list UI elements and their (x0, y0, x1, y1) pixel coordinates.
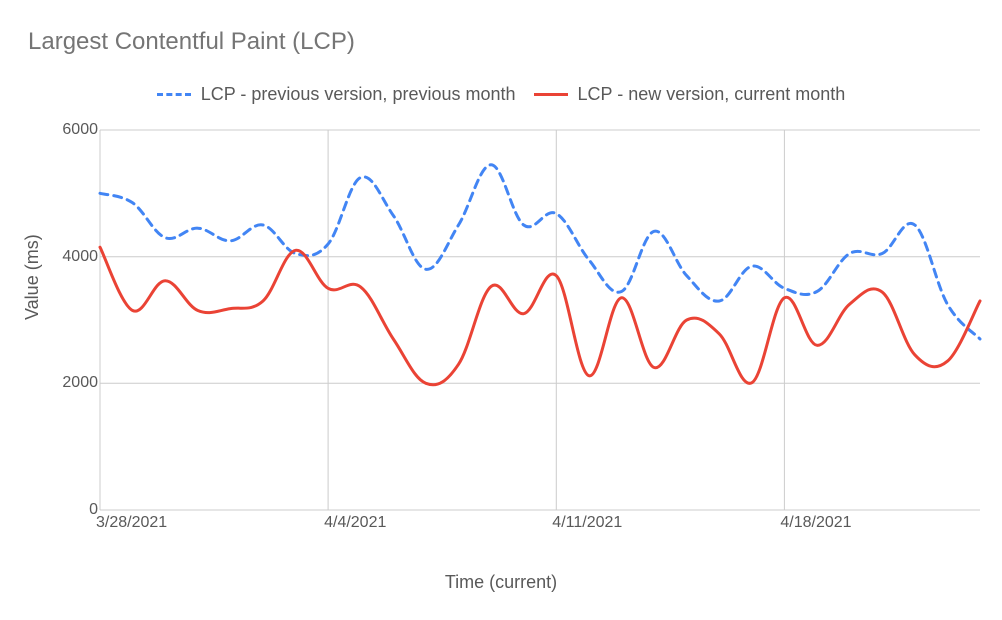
y-ticks: 6000 4000 2000 0 (50, 130, 98, 510)
chart-container: { "chart": { "type": "line", "title": "L… (0, 0, 1002, 620)
legend-swatch-current (534, 93, 568, 96)
legend-swatch-previous (157, 93, 191, 96)
y-tick-label: 0 (50, 501, 98, 519)
x-tick-label: 4/4/2021 (324, 514, 386, 532)
series-current-line (100, 247, 980, 385)
gridlines (100, 130, 980, 510)
x-ticks: 3/28/2021 4/4/2021 4/11/2021 4/18/2021 (100, 514, 980, 538)
series-previous-line (100, 165, 980, 339)
y-tick-label: 2000 (50, 374, 98, 392)
legend: LCP - previous version, previous month L… (0, 84, 1002, 105)
x-tick-label: 4/11/2021 (552, 514, 622, 532)
legend-item-previous: LCP - previous version, previous month (157, 84, 516, 105)
legend-item-current: LCP - new version, current month (534, 84, 846, 105)
x-tick-label: 3/28/2021 (96, 514, 167, 532)
x-tick-label: 4/18/2021 (780, 514, 851, 532)
chart-title: Largest Contentful Paint (LCP) (28, 28, 355, 56)
x-axis-title: Time (current) (0, 572, 1002, 593)
y-axis-title: Value (ms) (22, 234, 43, 320)
y-tick-label: 6000 (50, 121, 98, 139)
legend-label-current: LCP - new version, current month (578, 84, 846, 105)
plot-svg (100, 130, 980, 510)
legend-label-previous: LCP - previous version, previous month (201, 84, 516, 105)
plot-area (100, 130, 980, 510)
y-tick-label: 4000 (50, 248, 98, 266)
